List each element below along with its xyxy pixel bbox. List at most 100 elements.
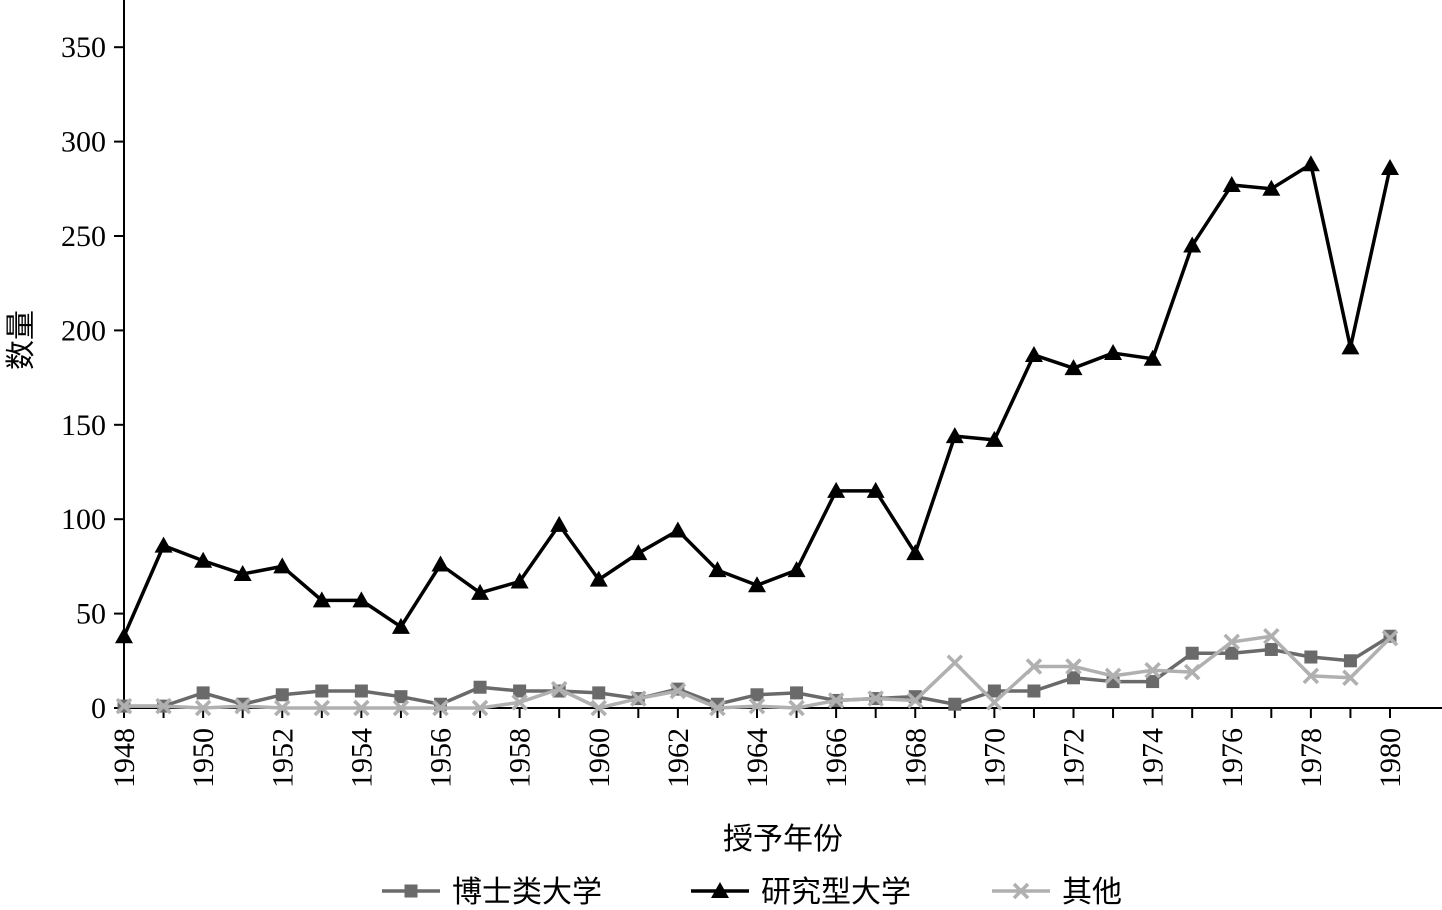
x-axis-ticks: 1948 1950 1952 1954 1956 1958 1960 1962 1964 1966… [108, 708, 1407, 788]
data-point [866, 481, 885, 498]
x-tick-label: 1968 [899, 728, 932, 788]
x-tick-label: 1958 [504, 728, 537, 788]
data-point [233, 564, 252, 581]
data-point [1301, 155, 1320, 172]
data-point [986, 694, 1003, 711]
series-research-universities [115, 155, 1399, 644]
data-point [1342, 669, 1359, 687]
data-point [1183, 663, 1201, 681]
data-point [1143, 349, 1162, 366]
x-axis-title: 授予年份 [723, 822, 843, 857]
data-point [1104, 667, 1122, 685]
data-point [513, 684, 527, 698]
data-point [1264, 642, 1278, 656]
legend: 博士类大学 研究型大学 其他 [382, 875, 1122, 910]
data-point [510, 572, 529, 589]
data-point [1027, 684, 1041, 698]
y-tick-label: 200 [61, 314, 106, 347]
data-point [1183, 236, 1202, 253]
data-point [1185, 646, 1199, 660]
series-phd-universities [117, 629, 1397, 713]
data-point [668, 521, 687, 538]
data-point [592, 686, 606, 700]
x-tick-label: 1980 [1374, 728, 1407, 788]
data-point [1263, 628, 1280, 645]
data-point [946, 654, 964, 671]
x-tick-label: 1964 [741, 728, 774, 788]
y-tick-label: 350 [61, 31, 106, 64]
data-point [273, 557, 292, 574]
data-point [1024, 345, 1043, 362]
data-point [748, 576, 766, 593]
data-point [750, 688, 764, 702]
data-point [1223, 633, 1240, 651]
data-point [630, 690, 647, 707]
data-point [867, 690, 884, 707]
legend-label: 研究型大学 [761, 875, 911, 910]
x-tick-label: 1954 [345, 728, 378, 788]
y-axis-title: 数量 [4, 310, 39, 370]
data-point [154, 536, 173, 553]
data-point [550, 515, 569, 532]
data-point [945, 427, 964, 444]
data-point [471, 583, 490, 600]
x-tick-label: 1976 [1216, 728, 1249, 788]
x-tick-label: 1974 [1137, 728, 1170, 788]
data-point [590, 699, 607, 717]
data-point [196, 686, 210, 700]
data-point [234, 697, 251, 715]
data-point [748, 697, 766, 715]
data-point [313, 699, 331, 717]
x-tick-label: 1952 [266, 728, 299, 788]
data-point [985, 430, 1004, 447]
data-point [1304, 650, 1318, 664]
data-point [1381, 159, 1399, 176]
data-point [906, 544, 925, 561]
data-point [511, 694, 528, 711]
legend-item-other: 其他 [992, 875, 1122, 910]
legend-swatch-marker [404, 884, 418, 898]
data-point [1144, 662, 1161, 679]
data-point [948, 697, 962, 711]
y-tick-label: 0 [91, 692, 106, 725]
data-point [1222, 176, 1241, 193]
y-tick-label: 50 [76, 598, 106, 631]
data-point [194, 551, 213, 568]
data-point [1025, 658, 1043, 675]
data-point [353, 699, 370, 717]
data-point [391, 617, 410, 634]
data-point [431, 555, 450, 572]
data-point [629, 544, 648, 561]
x-tick-label: 1962 [662, 728, 695, 788]
data-point [827, 692, 845, 709]
x-tick-label: 1972 [1058, 728, 1091, 788]
x-tick-label: 1950 [187, 728, 220, 788]
y-axis-ticks: 0 50 100 150 200 250 300 350 [61, 31, 124, 725]
data-point [907, 692, 924, 709]
data-point [788, 699, 805, 717]
x-tick-label: 1960 [583, 728, 616, 788]
series-other [115, 628, 1399, 717]
data-point [987, 684, 1001, 698]
data-point [708, 561, 727, 578]
x-tick-label: 1966 [820, 728, 853, 788]
data-point [312, 591, 331, 608]
data-point [787, 561, 806, 578]
data-point [274, 699, 291, 717]
data-point [352, 591, 371, 608]
data-point [471, 699, 489, 717]
data-point [1067, 671, 1080, 685]
data-point [155, 697, 172, 715]
data-point [550, 680, 568, 698]
data-point [1343, 654, 1357, 668]
data-point [275, 688, 289, 702]
data-point [589, 570, 608, 587]
data-point [709, 699, 726, 717]
data-point [392, 699, 410, 717]
x-tick-label: 1948 [108, 728, 141, 788]
data-point [432, 699, 449, 717]
y-tick-label: 250 [61, 220, 106, 253]
y-tick-label: 150 [61, 409, 106, 442]
data-point [315, 684, 329, 698]
